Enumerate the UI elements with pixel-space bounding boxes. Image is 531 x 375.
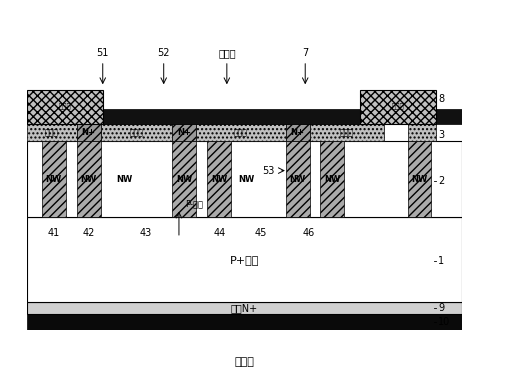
- Bar: [27, 109, 462, 124]
- Text: 介质层: 介质层: [391, 102, 404, 109]
- Bar: [42, 141, 66, 218]
- Bar: [27, 314, 462, 330]
- Text: P+衬底: P+衬底: [229, 255, 259, 265]
- Text: 3: 3: [438, 130, 444, 141]
- Text: NW: NW: [116, 175, 133, 184]
- Text: NW: NW: [238, 175, 254, 184]
- Text: 44: 44: [213, 228, 225, 238]
- Text: 介质层: 介质层: [58, 102, 71, 109]
- Text: 介质层: 介质层: [340, 128, 354, 137]
- Bar: [27, 124, 76, 141]
- Bar: [196, 124, 286, 141]
- Bar: [173, 124, 196, 141]
- Bar: [27, 141, 462, 218]
- Bar: [173, 141, 196, 218]
- Bar: [407, 124, 436, 141]
- Text: 7: 7: [302, 48, 309, 58]
- Bar: [27, 302, 462, 314]
- Text: NW: NW: [289, 175, 306, 184]
- Text: 1: 1: [438, 256, 444, 266]
- Text: 介质层: 介质层: [234, 128, 248, 137]
- Text: 8: 8: [438, 94, 444, 104]
- Bar: [100, 124, 173, 141]
- Text: 51: 51: [97, 48, 109, 58]
- Bar: [321, 141, 345, 218]
- Bar: [310, 124, 383, 141]
- Text: 45: 45: [254, 228, 267, 238]
- Bar: [359, 90, 436, 124]
- Text: 10: 10: [438, 317, 450, 327]
- Bar: [286, 141, 310, 218]
- Text: 介质层: 介质层: [130, 128, 143, 137]
- Text: 46: 46: [302, 228, 314, 238]
- Bar: [76, 141, 100, 218]
- Text: 6: 6: [438, 113, 444, 123]
- Text: 介质层: 介质层: [45, 128, 58, 137]
- Text: NW: NW: [211, 175, 227, 184]
- Text: 背面N+: 背面N+: [230, 303, 258, 313]
- Text: 接地端: 接地端: [218, 48, 236, 58]
- Text: 9: 9: [438, 303, 444, 313]
- Text: NW: NW: [81, 175, 97, 184]
- Text: 53: 53: [262, 166, 275, 176]
- Text: N+: N+: [82, 128, 96, 137]
- Bar: [286, 124, 310, 141]
- Bar: [407, 141, 432, 218]
- Text: 42: 42: [82, 228, 95, 238]
- Text: 2: 2: [438, 176, 444, 186]
- Text: NW: NW: [412, 175, 427, 184]
- Text: NW: NW: [324, 175, 340, 184]
- Text: 输入端: 输入端: [234, 357, 254, 367]
- Text: P-外延: P-外延: [185, 200, 203, 209]
- Text: 52: 52: [158, 48, 170, 58]
- Bar: [27, 90, 102, 124]
- Text: NW: NW: [176, 175, 193, 184]
- Text: N+: N+: [177, 128, 191, 137]
- Bar: [76, 124, 100, 141]
- Text: NW: NW: [46, 175, 62, 184]
- Text: 41: 41: [48, 228, 60, 238]
- Text: N+: N+: [290, 128, 305, 137]
- Text: 43: 43: [139, 228, 151, 238]
- Bar: [27, 217, 462, 302]
- Bar: [207, 141, 231, 218]
